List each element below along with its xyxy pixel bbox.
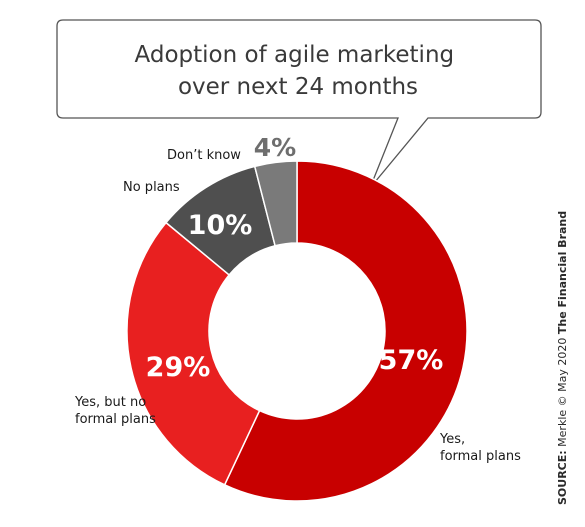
donut-slices xyxy=(126,160,468,502)
slice-dont-know xyxy=(253,160,298,247)
chart-title-line-1: Adoption of agile marketing xyxy=(135,42,455,68)
category-label-no-plans: No plans xyxy=(123,180,180,195)
source-prefix: SOURCE: xyxy=(556,450,569,505)
value-label-yes-formal-plans: 57% xyxy=(379,345,444,376)
category-label-yes-formal-plans-line-1: Yes, xyxy=(439,432,465,447)
value-label-dont-know: 4% xyxy=(254,133,296,162)
value-label-yes-no-formal-plans: 29% xyxy=(146,352,211,383)
slice-yes-no-formal-plans xyxy=(126,221,261,486)
category-label-yes-no-formal-plans-line-2: formal plans xyxy=(75,412,156,427)
category-label-dont-know: Don’t know xyxy=(167,148,241,163)
chart-title-line-2: over next 24 months xyxy=(178,74,418,100)
category-label-yes-no-formal-plans: Yes, but no formal plans xyxy=(74,395,156,427)
source-credit: SOURCE: Merkle © May 2020 The Financial … xyxy=(556,211,569,505)
value-label-no-plans: 10% xyxy=(188,210,253,241)
slice-yes-formal-plans xyxy=(223,160,468,502)
category-label-yes-formal-plans-line-2: formal plans xyxy=(440,449,521,464)
title-callout-bubble xyxy=(56,19,542,189)
chart-title: Adoption of agile marketing over next 24… xyxy=(135,42,462,100)
source-brand: The Financial Brand xyxy=(556,211,569,334)
category-label-yes-no-formal-plans-line-1: Yes, but no xyxy=(74,395,146,410)
category-label-yes-formal-plans: Yes, formal plans xyxy=(439,432,521,464)
source-text: Merkle © May 2020 xyxy=(556,334,569,450)
